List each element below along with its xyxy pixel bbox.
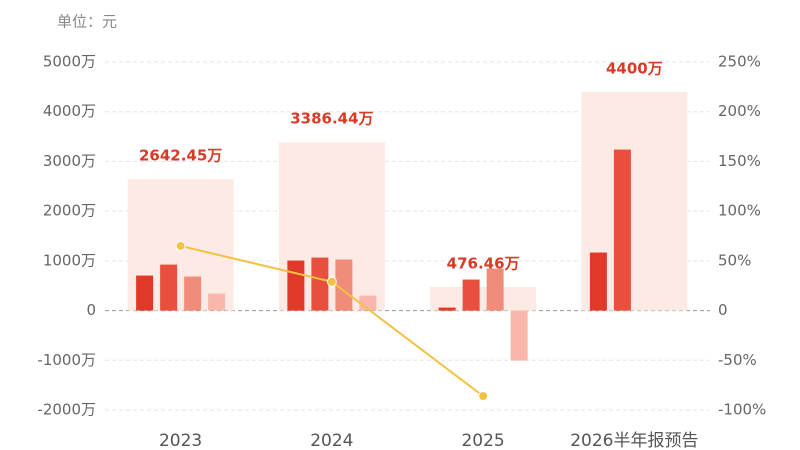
y2-tick-label: 200% bbox=[718, 102, 761, 120]
total-bar bbox=[430, 286, 537, 311]
bar bbox=[510, 310, 528, 361]
bar bbox=[589, 252, 607, 311]
x-tick-label: 2025 bbox=[461, 431, 504, 450]
y-tick-label: 4000万 bbox=[43, 102, 96, 120]
bar bbox=[613, 149, 631, 311]
total-label: 4400万 bbox=[606, 59, 663, 77]
y2-tick-label: 150% bbox=[718, 152, 761, 170]
y2-tick-label: 0 bbox=[718, 301, 728, 319]
y2-tick-label: -100% bbox=[718, 401, 766, 419]
y-tick-label: 5000万 bbox=[43, 53, 96, 71]
bar bbox=[160, 264, 178, 311]
y-tick-label: 2000万 bbox=[43, 202, 96, 220]
line-point bbox=[478, 391, 489, 402]
bar bbox=[184, 276, 202, 311]
bar bbox=[438, 307, 456, 311]
bar bbox=[287, 260, 305, 311]
y-tick-label: -1000万 bbox=[37, 351, 96, 369]
bar bbox=[486, 268, 504, 311]
bar bbox=[311, 257, 329, 311]
y-tick-label: 0 bbox=[86, 301, 96, 319]
unit-label: 单位：元 bbox=[57, 13, 117, 31]
total-label: 476.46万 bbox=[447, 254, 520, 272]
x-tick-label: 2026半年报预告 bbox=[570, 431, 698, 450]
y2-tick-label: 250% bbox=[718, 53, 761, 71]
bar bbox=[462, 279, 480, 311]
total-label: 2642.45万 bbox=[139, 147, 222, 165]
line-point bbox=[175, 240, 186, 251]
y2-tick-label: -50% bbox=[718, 351, 757, 369]
y2-tick-label: 50% bbox=[718, 251, 751, 269]
total-label: 3386.44万 bbox=[290, 110, 373, 128]
y2-tick-label: 100% bbox=[718, 202, 761, 220]
y-tick-label: 3000万 bbox=[43, 152, 96, 170]
bar bbox=[208, 293, 226, 311]
y-tick-label: -2000万 bbox=[37, 401, 96, 419]
x-tick-label: 2024 bbox=[310, 431, 353, 450]
line-point bbox=[326, 276, 337, 287]
x-tick-label: 2023 bbox=[159, 431, 202, 450]
bar bbox=[136, 275, 154, 311]
y-tick-label: 1000万 bbox=[43, 251, 96, 269]
bar bbox=[335, 259, 353, 311]
